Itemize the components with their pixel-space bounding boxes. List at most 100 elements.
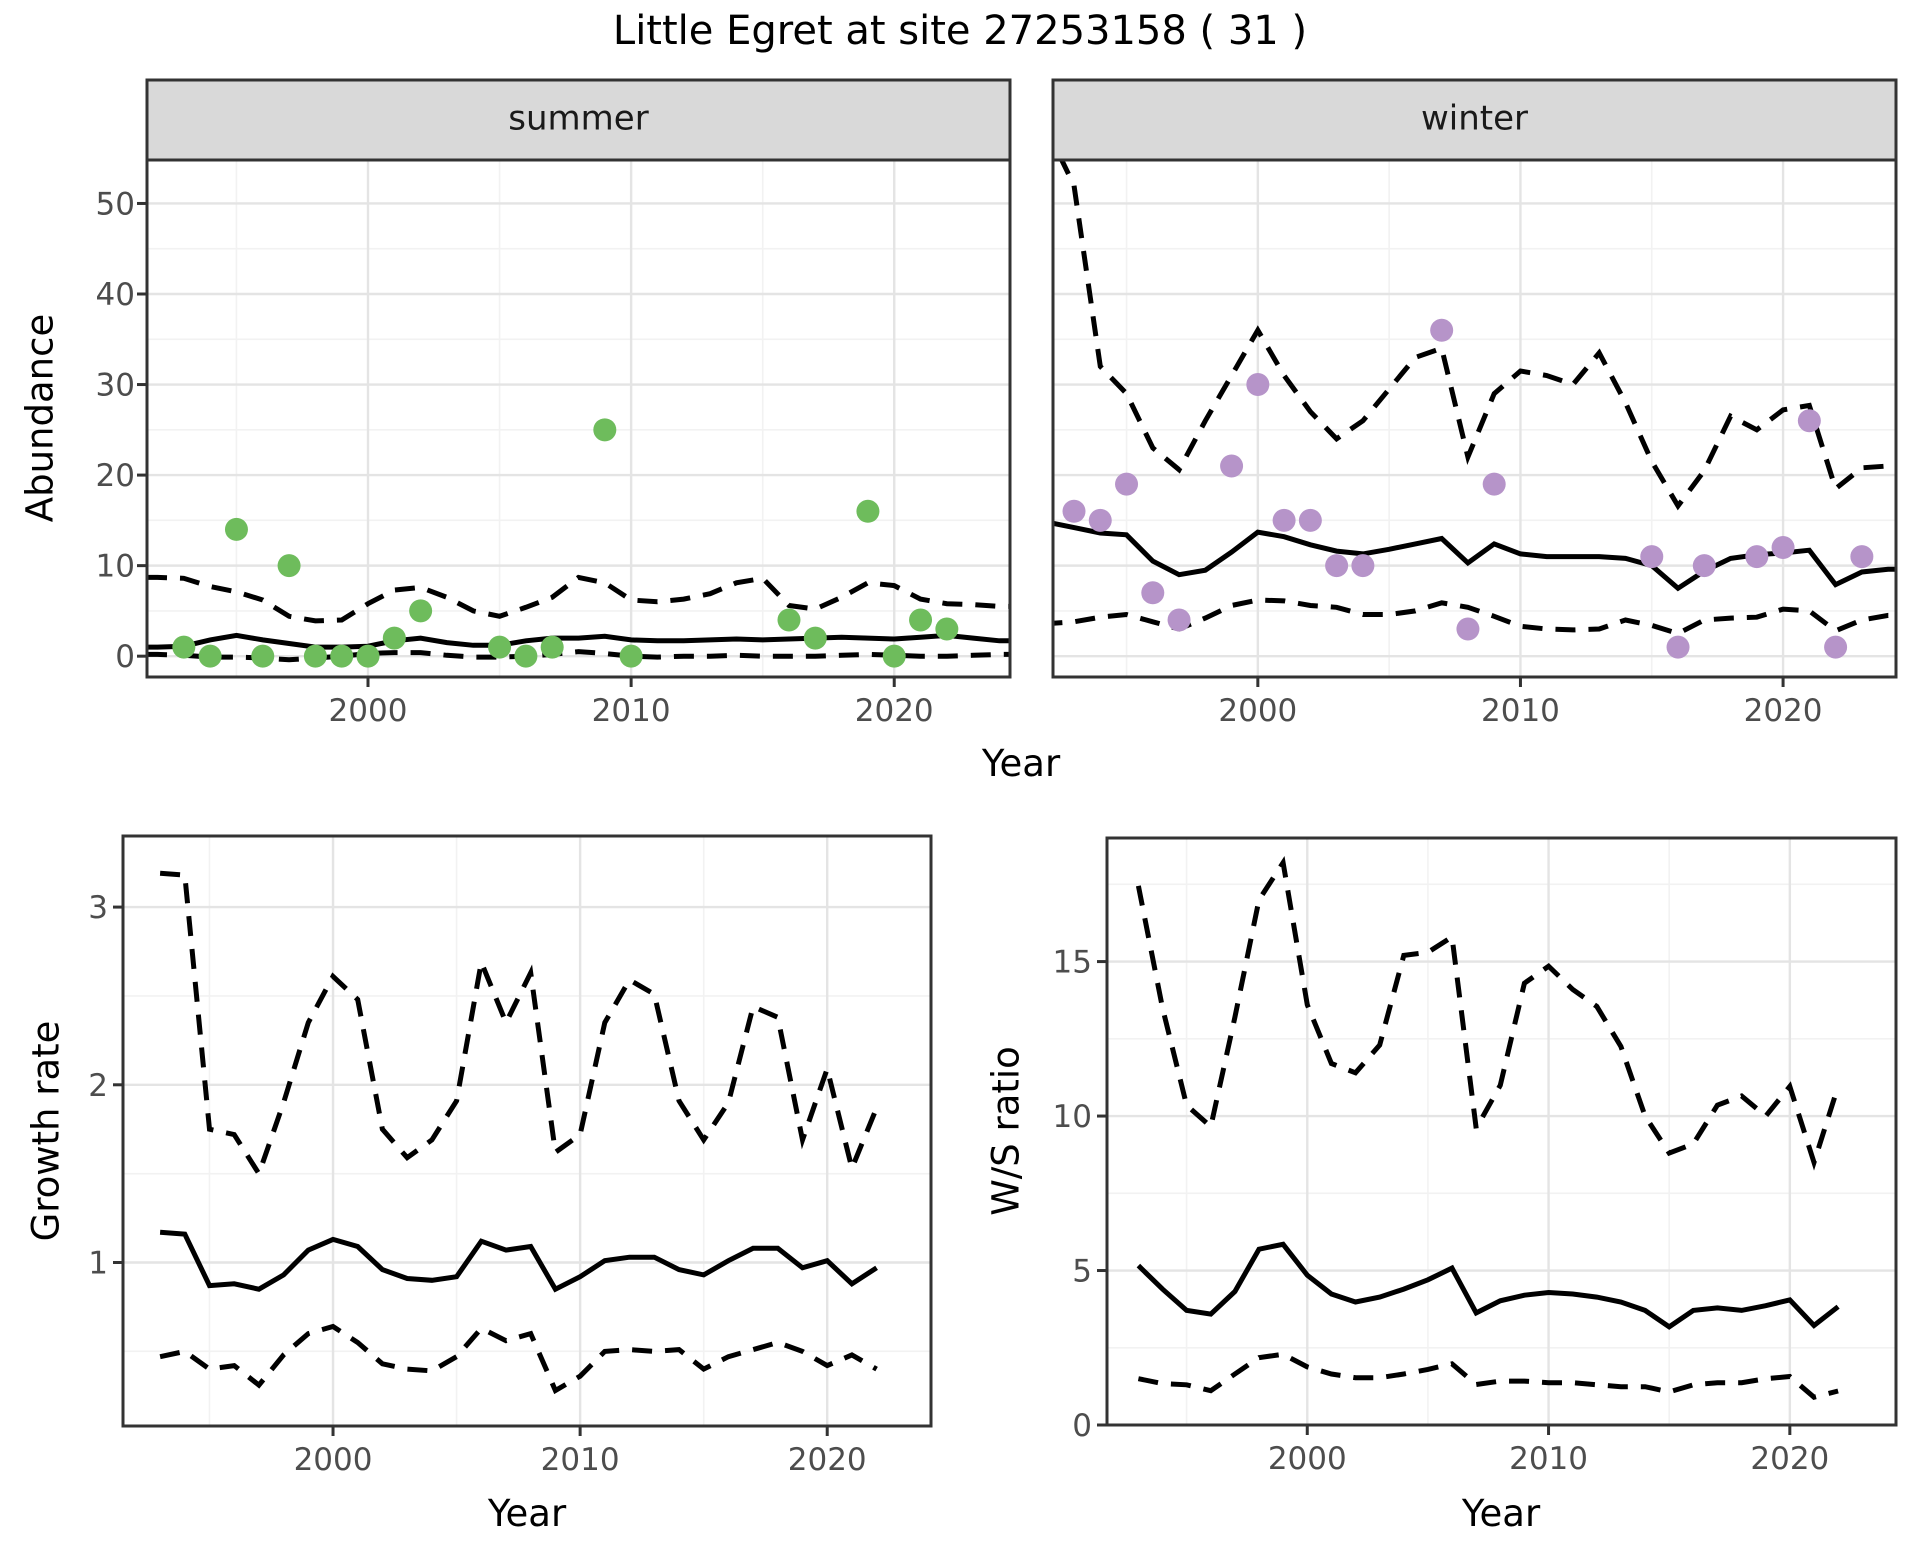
gridlines	[147, 160, 1010, 677]
growth_rate-panel: 2000 2010 2020 1 2 3	[88, 834, 933, 1478]
x-tick-label: 2020	[855, 693, 934, 729]
x-tick-label: 2020	[1744, 693, 1823, 729]
y-tick-label: 10	[1053, 1099, 1092, 1135]
data-point	[1824, 635, 1848, 659]
x-axis-title-year-growth: Year	[487, 1492, 567, 1535]
data-point	[1167, 608, 1191, 632]
data-point	[1692, 554, 1716, 578]
data-point	[777, 608, 801, 632]
data-point	[882, 644, 906, 668]
page-title: Little Egret at site 27253158 ( 31 )	[612, 8, 1308, 54]
facet-label-summer: summer	[508, 98, 649, 139]
fit-line	[1136, 1241, 1840, 1330]
data-point	[356, 644, 380, 668]
data-point	[1220, 454, 1244, 478]
x-tick-label: 2010	[592, 693, 671, 729]
data-point	[1298, 508, 1322, 532]
ci-lower-line	[1053, 597, 1896, 637]
data-point	[1351, 554, 1375, 578]
y-tick-label: 0	[1072, 1408, 1092, 1444]
panel-border	[1105, 836, 1898, 1427]
ci-lower-line	[1137, 1351, 1839, 1400]
data-point	[1797, 409, 1821, 433]
x-tick-label: 2000	[329, 693, 408, 729]
x-tick-label: 2010	[1509, 1441, 1588, 1477]
data-point	[330, 644, 354, 668]
y-axis-title-abundance: Abundance	[18, 313, 62, 523]
ci-upper-line	[147, 574, 1010, 624]
data-point	[1666, 635, 1690, 659]
data-point	[540, 635, 564, 659]
data-point	[488, 635, 512, 659]
ci-lower-line	[147, 649, 1010, 663]
data-point	[1456, 617, 1480, 641]
data-point	[514, 644, 538, 668]
y-tick-label: 30	[96, 368, 135, 404]
data-point	[1272, 508, 1296, 532]
x-tick-label: 2000	[1218, 693, 1297, 729]
ci-upper-line	[1058, 160, 1896, 511]
data-point	[1246, 373, 1270, 397]
data-point	[935, 617, 959, 641]
abundance_winter-panel: 2000 2010 2020	[1051, 78, 1898, 729]
data-point	[1088, 508, 1112, 532]
data-point	[1115, 472, 1139, 496]
facet-label-winter: winter	[1420, 98, 1529, 139]
data-point	[1141, 581, 1165, 605]
fit-line	[159, 1229, 878, 1293]
data-point	[593, 418, 617, 442]
y-tick-label: 1	[88, 1246, 108, 1282]
x-tick-label: 2020	[788, 1442, 867, 1478]
facet-strip	[145, 78, 1012, 162]
x-tick-label: 2010	[541, 1442, 620, 1478]
x-axis-title-year-top: Year	[981, 742, 1061, 785]
ci-upper-line	[159, 870, 879, 1180]
y-tick-label: 0	[115, 639, 135, 675]
x-tick-label: 2000	[294, 1442, 373, 1478]
data-points	[172, 418, 959, 668]
x-tick-label: 2010	[1481, 693, 1560, 729]
data-point	[1640, 545, 1664, 569]
y-tick-label: 10	[96, 549, 135, 585]
data-point	[409, 599, 433, 623]
ws_ratio-panel: 2000 2010 2020 0 5 10 15	[1053, 836, 1898, 1477]
data-point	[277, 554, 301, 578]
ci-upper-line	[1135, 855, 1841, 1171]
data-point	[251, 644, 275, 668]
data-point	[1062, 499, 1086, 523]
data-point	[1430, 318, 1454, 342]
data-point	[303, 644, 327, 668]
data-point	[1850, 545, 1874, 569]
y-axis-title-growth-rate: Growth rate	[24, 1020, 68, 1242]
data-point	[382, 626, 406, 650]
y-tick-label: 2	[88, 1068, 108, 1104]
data-point	[1771, 536, 1795, 560]
data-point	[198, 644, 222, 668]
data-point	[172, 635, 196, 659]
data-point	[224, 517, 248, 541]
panel-border	[121, 834, 933, 1428]
fit-line	[147, 632, 1010, 650]
y-tick-label: 40	[96, 277, 135, 313]
facet-strip	[1051, 78, 1898, 162]
data-point	[856, 499, 880, 523]
data-points	[1062, 318, 1874, 659]
y-tick-label: 15	[1053, 945, 1092, 981]
data-point	[619, 644, 643, 668]
y-tick-label: 3	[88, 890, 108, 926]
y-tick-label: 50	[96, 186, 135, 222]
data-point	[803, 626, 827, 650]
data-point	[1482, 472, 1506, 496]
y-tick-label: 20	[96, 458, 135, 494]
data-point	[909, 608, 933, 632]
abundance_summer-panel: 2000 2010 2020 0 10 20 30 40 50	[96, 78, 1012, 729]
y-tick-label: 5	[1072, 1254, 1092, 1290]
x-tick-label: 2000	[1268, 1441, 1347, 1477]
y-axis-title-ws-ratio: W/S ratio	[984, 1046, 1028, 1216]
x-tick-label: 2020	[1750, 1441, 1829, 1477]
data-point	[1745, 545, 1769, 569]
data-point	[1325, 554, 1349, 578]
ci-lower-line	[159, 1323, 878, 1395]
